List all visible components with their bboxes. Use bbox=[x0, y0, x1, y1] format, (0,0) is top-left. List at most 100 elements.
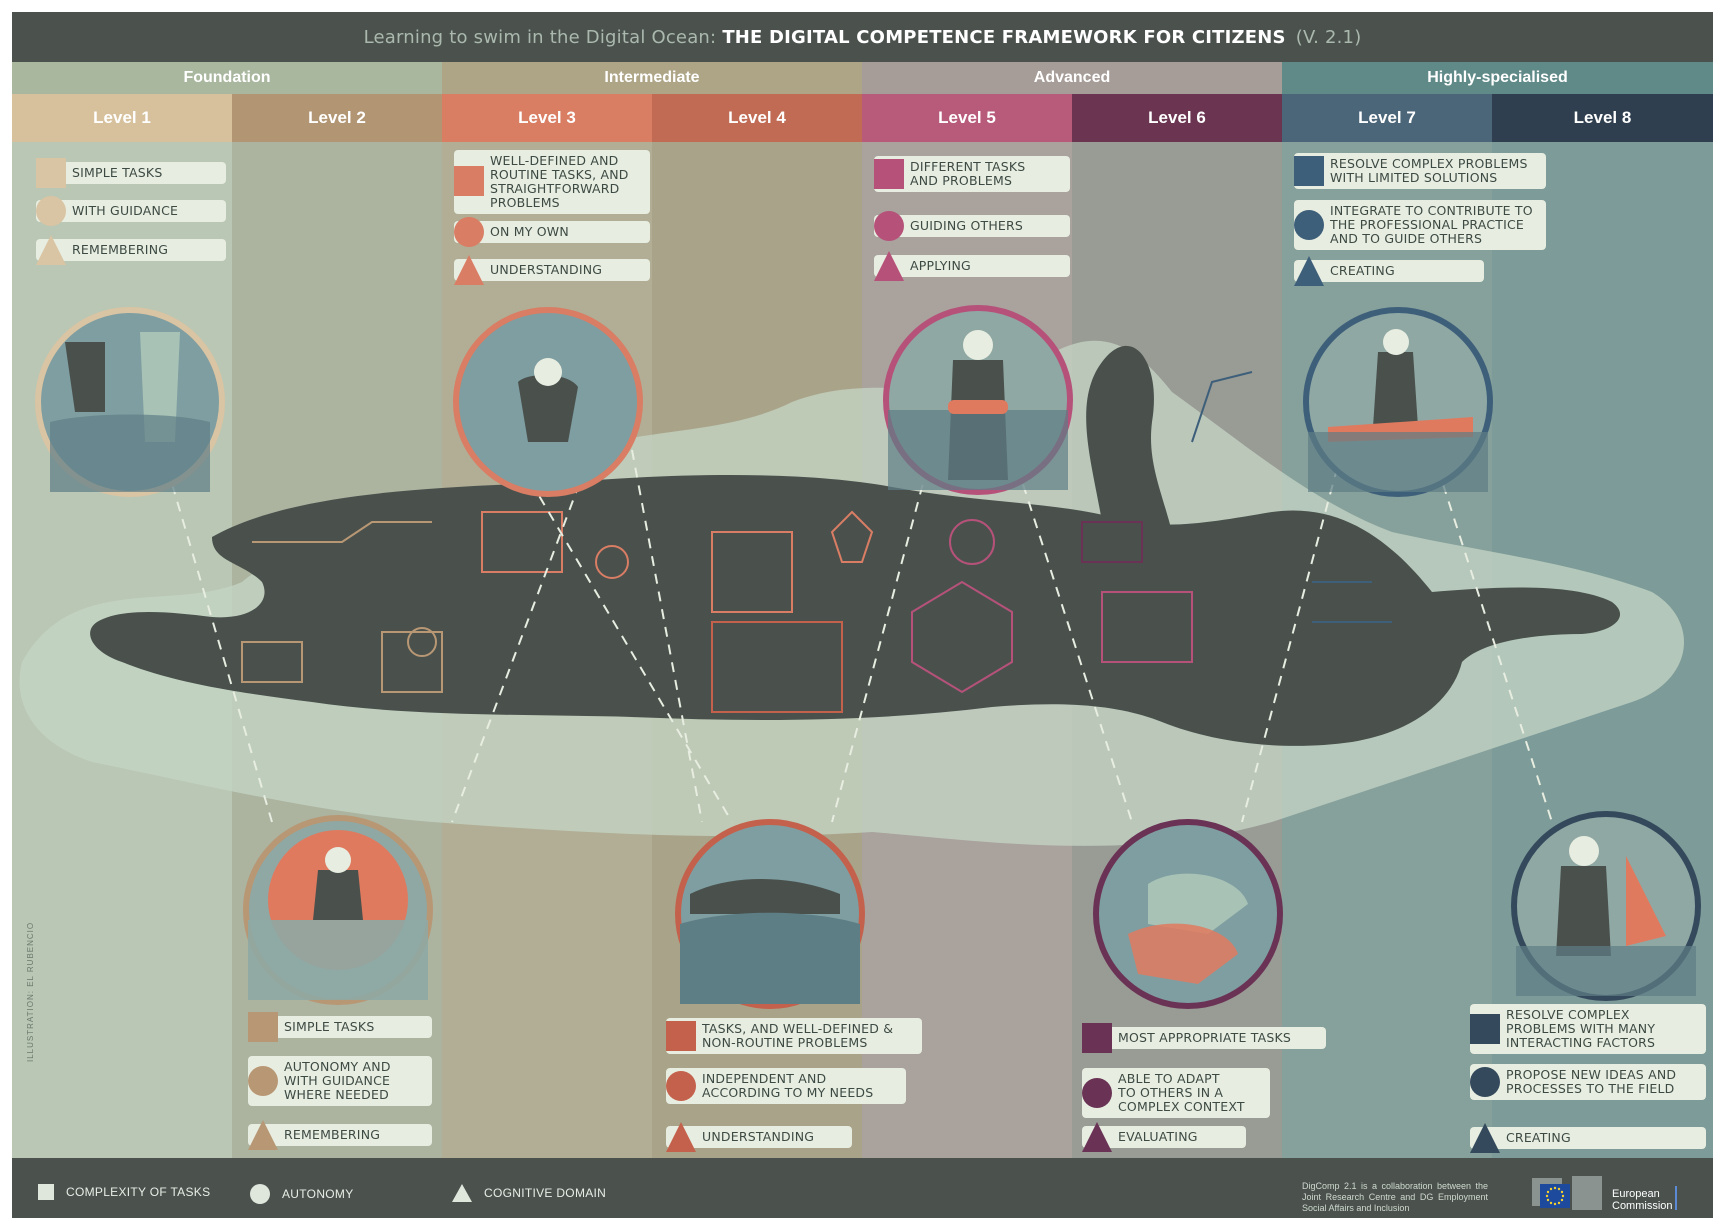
level-6-header: Level 6 bbox=[1072, 94, 1282, 142]
circle-icon bbox=[1294, 210, 1324, 240]
level-8-complexity: RESOLVE COMPLEX PROBLEMS WITH MANY INTER… bbox=[1470, 1004, 1706, 1054]
level-6-complexity: MOST APPROPRIATE TASKS bbox=[1082, 1023, 1326, 1053]
chip-text: EVALUATING bbox=[1082, 1126, 1246, 1148]
circle-icon bbox=[874, 211, 904, 241]
level-5-autonomy: GUIDING OTHERS bbox=[874, 211, 1070, 241]
triangle-icon bbox=[666, 1122, 696, 1152]
chip-text: AUTONOMY AND WITH GUIDANCE WHERE NEEDED bbox=[248, 1056, 432, 1106]
level-7-autonomy: INTEGRATE TO CONTRIBUTE TO THE PROFESSIO… bbox=[1294, 200, 1546, 250]
band-intermediate: Intermediate bbox=[442, 62, 862, 94]
collaboration-credit: DigComp 2.1 is a collaboration between t… bbox=[1302, 1181, 1488, 1213]
swimmer-illustration bbox=[19, 340, 1685, 846]
level-7-complexity: RESOLVE COMPLEX PROBLEMS WITH LIMITED SO… bbox=[1294, 153, 1546, 189]
circle-icon bbox=[248, 1066, 278, 1096]
level-3-header: Level 3 bbox=[442, 94, 652, 142]
footer bbox=[12, 1158, 1713, 1218]
illustration-credit: ILLUSTRATION: EL RUBENCIO bbox=[26, 921, 35, 1062]
level-7-header: Level 7 bbox=[1282, 94, 1492, 142]
chip-text: REMEMBERING bbox=[248, 1124, 432, 1146]
chip-text: SIMPLE TASKS bbox=[36, 162, 226, 184]
triangle-icon bbox=[1082, 1122, 1112, 1152]
square-icon bbox=[1082, 1023, 1112, 1053]
triangle-icon bbox=[36, 235, 66, 265]
square-icon bbox=[454, 166, 484, 196]
chip-text: UNDERSTANDING bbox=[454, 259, 650, 281]
level-7-cognitive: CREATING bbox=[1294, 256, 1484, 286]
square-icon bbox=[666, 1021, 696, 1051]
triangle-icon bbox=[1294, 256, 1324, 286]
triangle-icon bbox=[874, 251, 904, 281]
title-version: (V. 2.1) bbox=[1295, 26, 1362, 48]
level-1-cognitive: REMEMBERING bbox=[36, 235, 226, 265]
chip-text: TASKS, AND WELL-DEFINED & NON-ROUTINE PR… bbox=[666, 1018, 922, 1054]
band-advanced: Advanced bbox=[862, 62, 1282, 94]
legend-autonomy: AUTONOMY bbox=[250, 1184, 354, 1204]
level-5-header: Level 5 bbox=[862, 94, 1072, 142]
legend-complexity-label: COMPLEXITY OF TASKS bbox=[66, 1185, 211, 1199]
level-4-complexity: TASKS, AND WELL-DEFINED & NON-ROUTINE PR… bbox=[666, 1018, 922, 1054]
european-commission-name: European Commission bbox=[1612, 1188, 1673, 1212]
circle-icon bbox=[454, 217, 484, 247]
level-3-illustration bbox=[453, 307, 643, 497]
ec-name-line-2: Commission bbox=[1612, 1200, 1673, 1212]
title-bar: Learning to swim in the Digital Ocean: T… bbox=[12, 12, 1713, 62]
square-icon bbox=[874, 159, 904, 189]
level-3-cognitive: UNDERSTANDING bbox=[454, 255, 650, 285]
level-3-autonomy: ON MY OWN bbox=[454, 217, 650, 247]
chip-text: ON MY OWN bbox=[454, 221, 650, 243]
level-4-autonomy: INDEPENDENT AND ACCORDING TO MY NEEDS bbox=[666, 1068, 906, 1104]
chip-text: RESOLVE COMPLEX PROBLEMS WITH MANY INTER… bbox=[1470, 1004, 1706, 1054]
level-1-illustration bbox=[35, 307, 225, 497]
chip-text: WITH GUIDANCE bbox=[36, 200, 226, 222]
legend-cognitive-label: COGNITIVE DOMAIN bbox=[484, 1186, 607, 1200]
band-foundation: Foundation bbox=[12, 62, 442, 94]
chip-text: RESOLVE COMPLEX PROBLEMS WITH LIMITED SO… bbox=[1294, 153, 1546, 189]
circle-icon bbox=[36, 196, 66, 226]
level-8-illustration bbox=[1511, 811, 1701, 1001]
level-2-autonomy: AUTONOMY AND WITH GUIDANCE WHERE NEEDED bbox=[248, 1056, 432, 1106]
level-8-autonomy: PROPOSE NEW IDEAS AND PROCESSES TO THE F… bbox=[1470, 1064, 1706, 1100]
chip-text: CREATING bbox=[1470, 1127, 1706, 1149]
square-icon bbox=[1470, 1014, 1500, 1044]
triangle-icon bbox=[248, 1120, 278, 1150]
circle-icon bbox=[1082, 1078, 1112, 1108]
level-6-illustration bbox=[1093, 819, 1283, 1009]
chip-text: INTEGRATE TO CONTRIBUTE TO THE PROFESSIO… bbox=[1294, 200, 1546, 250]
circle-icon bbox=[1470, 1067, 1500, 1097]
european-commission-logo bbox=[1532, 1176, 1677, 1210]
title-lead: Learning to swim in the Digital Ocean: bbox=[363, 26, 717, 48]
triangle-icon bbox=[454, 255, 484, 285]
level-2-complexity: SIMPLE TASKS bbox=[248, 1012, 432, 1042]
level-6-autonomy: ABLE TO ADAPT TO OTHERS IN A COMPLEX CON… bbox=[1082, 1068, 1270, 1118]
chip-text: INDEPENDENT AND ACCORDING TO MY NEEDS bbox=[666, 1068, 906, 1104]
level-2-cognitive: REMEMBERING bbox=[248, 1120, 432, 1150]
chip-text: WELL-DEFINED AND ROUTINE TASKS, AND STRA… bbox=[454, 150, 650, 214]
circle-icon bbox=[666, 1071, 696, 1101]
level-6-cognitive: EVALUATING bbox=[1082, 1122, 1246, 1152]
level-2-header: Level 2 bbox=[232, 94, 442, 142]
legend-autonomy-label: AUTONOMY bbox=[282, 1187, 354, 1201]
chip-text: ABLE TO ADAPT TO OTHERS IN A COMPLEX CON… bbox=[1082, 1068, 1270, 1118]
level-5-cognitive: APPLYING bbox=[874, 251, 1070, 281]
level-8-cognitive: CREATING bbox=[1470, 1123, 1706, 1153]
chip-text: CREATING bbox=[1294, 260, 1484, 282]
triangle-icon bbox=[452, 1184, 472, 1202]
level-5-complexity: DIFFERENT TASKS AND PROBLEMS bbox=[874, 156, 1070, 192]
square-icon bbox=[248, 1012, 278, 1042]
level-2-illustration bbox=[243, 815, 433, 1005]
legend-cognitive: COGNITIVE DOMAIN bbox=[452, 1184, 606, 1202]
level-4-header: Level 4 bbox=[652, 94, 862, 142]
level-3-complexity: WELL-DEFINED AND ROUTINE TASKS, AND STRA… bbox=[454, 150, 650, 214]
chip-text: APPLYING bbox=[874, 255, 1070, 277]
level-4-cognitive: UNDERSTANDING bbox=[666, 1122, 852, 1152]
ec-name-line-1: European bbox=[1612, 1188, 1660, 1200]
chip-text: REMEMBERING bbox=[36, 239, 226, 261]
level-8-header: Level 8 bbox=[1492, 94, 1713, 142]
title-main: THE DIGITAL COMPETENCE FRAMEWORK FOR CIT… bbox=[722, 26, 1286, 48]
poster: Learning to swim in the Digital Ocean: T… bbox=[12, 12, 1713, 1218]
level-5-illustration bbox=[883, 305, 1073, 495]
chip-text: DIFFERENT TASKS AND PROBLEMS bbox=[874, 156, 1070, 192]
level-1-complexity: SIMPLE TASKS bbox=[36, 158, 226, 188]
level-1-autonomy: WITH GUIDANCE bbox=[36, 196, 226, 226]
chip-text: UNDERSTANDING bbox=[666, 1126, 852, 1148]
